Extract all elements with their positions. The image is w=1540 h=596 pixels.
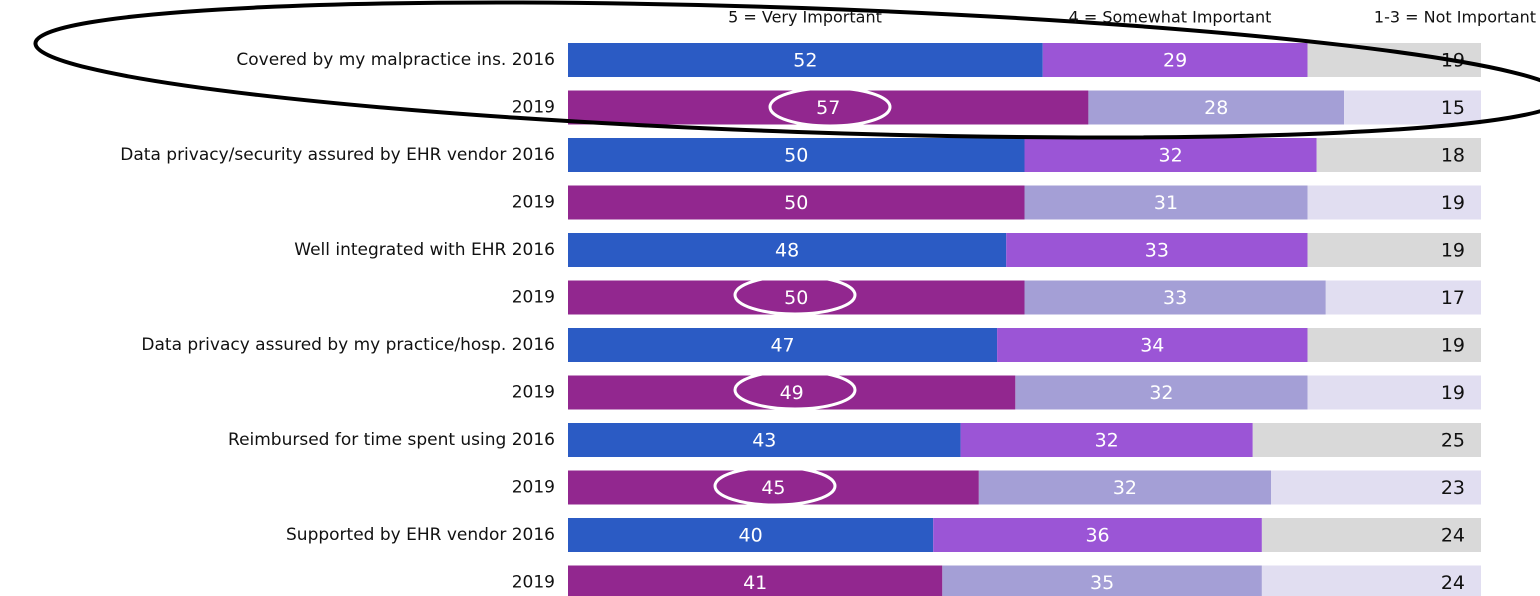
highlight-ellipse [733,274,857,316]
value-label: 41 [743,572,767,594]
legend-label: 5 = Very Important [728,8,882,27]
category-label: Well integrated with EHR 2016 [294,240,555,260]
value-label: 50 [784,192,808,214]
value-label: 32 [1149,382,1173,404]
bar-segment [568,518,934,552]
bar-segment [568,328,998,362]
bar-segment [1252,423,1481,457]
bar-segment [997,328,1308,362]
bar-segment [568,470,979,505]
bar-segment [568,185,1025,220]
bar-segment [1261,565,1481,596]
legend-label: 4 = Somewhat Important [1069,8,1272,27]
value-label: 32 [1113,477,1137,499]
bar-segment [1307,375,1481,410]
bar-segment [568,90,1089,125]
bar-segment [1271,470,1481,505]
bar-segment [1307,233,1481,267]
bar-segment [942,565,1262,596]
bar-segment [1316,138,1481,172]
value-label: 50 [784,145,808,167]
bar-segment [1088,90,1345,125]
value-label: 33 [1145,240,1169,262]
value-label: 32 [1158,145,1182,167]
highlight-ellipse [733,369,857,411]
bar-segment [1307,185,1481,220]
bar-segment [1325,280,1481,315]
bar-segment [1024,185,1308,220]
value-label: 34 [1140,335,1164,357]
bar-segment [1024,280,1326,315]
category-label: 2019 [512,573,555,593]
bar-segment [1006,233,1308,267]
category-label: Covered by my malpractice ins. 2016 [236,50,555,70]
value-label: 23 [1441,477,1465,499]
value-label: 49 [780,382,804,404]
value-label: 19 [1441,240,1465,262]
value-label: 29 [1163,50,1187,72]
value-label: 33 [1163,287,1187,309]
bar-segment [1015,375,1308,410]
value-label: 15 [1441,97,1465,119]
value-label: 18 [1441,145,1465,167]
legend-label: 1-3 = Not Important [1374,8,1536,27]
value-label: 19 [1441,192,1465,214]
bar-segment [978,470,1272,505]
category-label: 2019 [512,478,555,498]
highlight-ellipse [768,86,892,128]
value-label: 36 [1085,525,1109,547]
value-label: 40 [739,525,763,547]
value-label: 31 [1154,192,1178,214]
bar-segment [568,43,1043,77]
bar-segment [933,518,1262,552]
value-label: 43 [752,430,776,452]
value-label: 25 [1441,430,1465,452]
bar-segment [1042,43,1308,77]
category-label: 2019 [512,288,555,308]
value-label: 17 [1441,287,1465,309]
bars: 52 29 19 57 28 15 50 32 18 50 31 19 48 33 19 50 33 17 47 34… [568,43,1481,596]
category-label: Supported by EHR vendor 2016 [286,525,555,545]
category-label: 2019 [512,98,555,118]
value-label: 47 [770,335,794,357]
value-label: 32 [1095,430,1119,452]
category-label: 2019 [512,383,555,403]
value-label: 52 [793,50,817,72]
bar-segment [568,423,961,457]
value-label: 45 [761,477,785,499]
value-label: 48 [775,240,799,262]
highlight-ellipse [33,0,1540,140]
highlight-ellipse [713,465,837,507]
value-label: 24 [1441,572,1465,594]
bar-segment [960,423,1253,457]
category-label: Data privacy/security assured by EHR ven… [120,145,555,165]
value-label: 50 [784,287,808,309]
bar-segment [1024,138,1317,172]
value-label: 35 [1090,572,1114,594]
category-label: Reimbursed for time spent using 2016 [228,430,555,450]
bar-segment [1344,90,1481,125]
bar-segment [568,375,1016,410]
annotations [33,0,1540,507]
value-label: 24 [1441,525,1465,547]
bar-segment [568,138,1025,172]
bar-segment [568,233,1007,267]
bar-segment [568,565,943,596]
category-label: Data privacy assured by my practice/hosp… [141,335,555,355]
bar-segment [568,280,1025,315]
value-label: 57 [816,97,840,119]
bar-segment [1307,328,1481,362]
category-label: 2019 [512,193,555,213]
bar-segment [1261,518,1481,552]
value-label: 19 [1441,382,1465,404]
value-label: 19 [1441,335,1465,357]
value-label: 28 [1204,97,1228,119]
